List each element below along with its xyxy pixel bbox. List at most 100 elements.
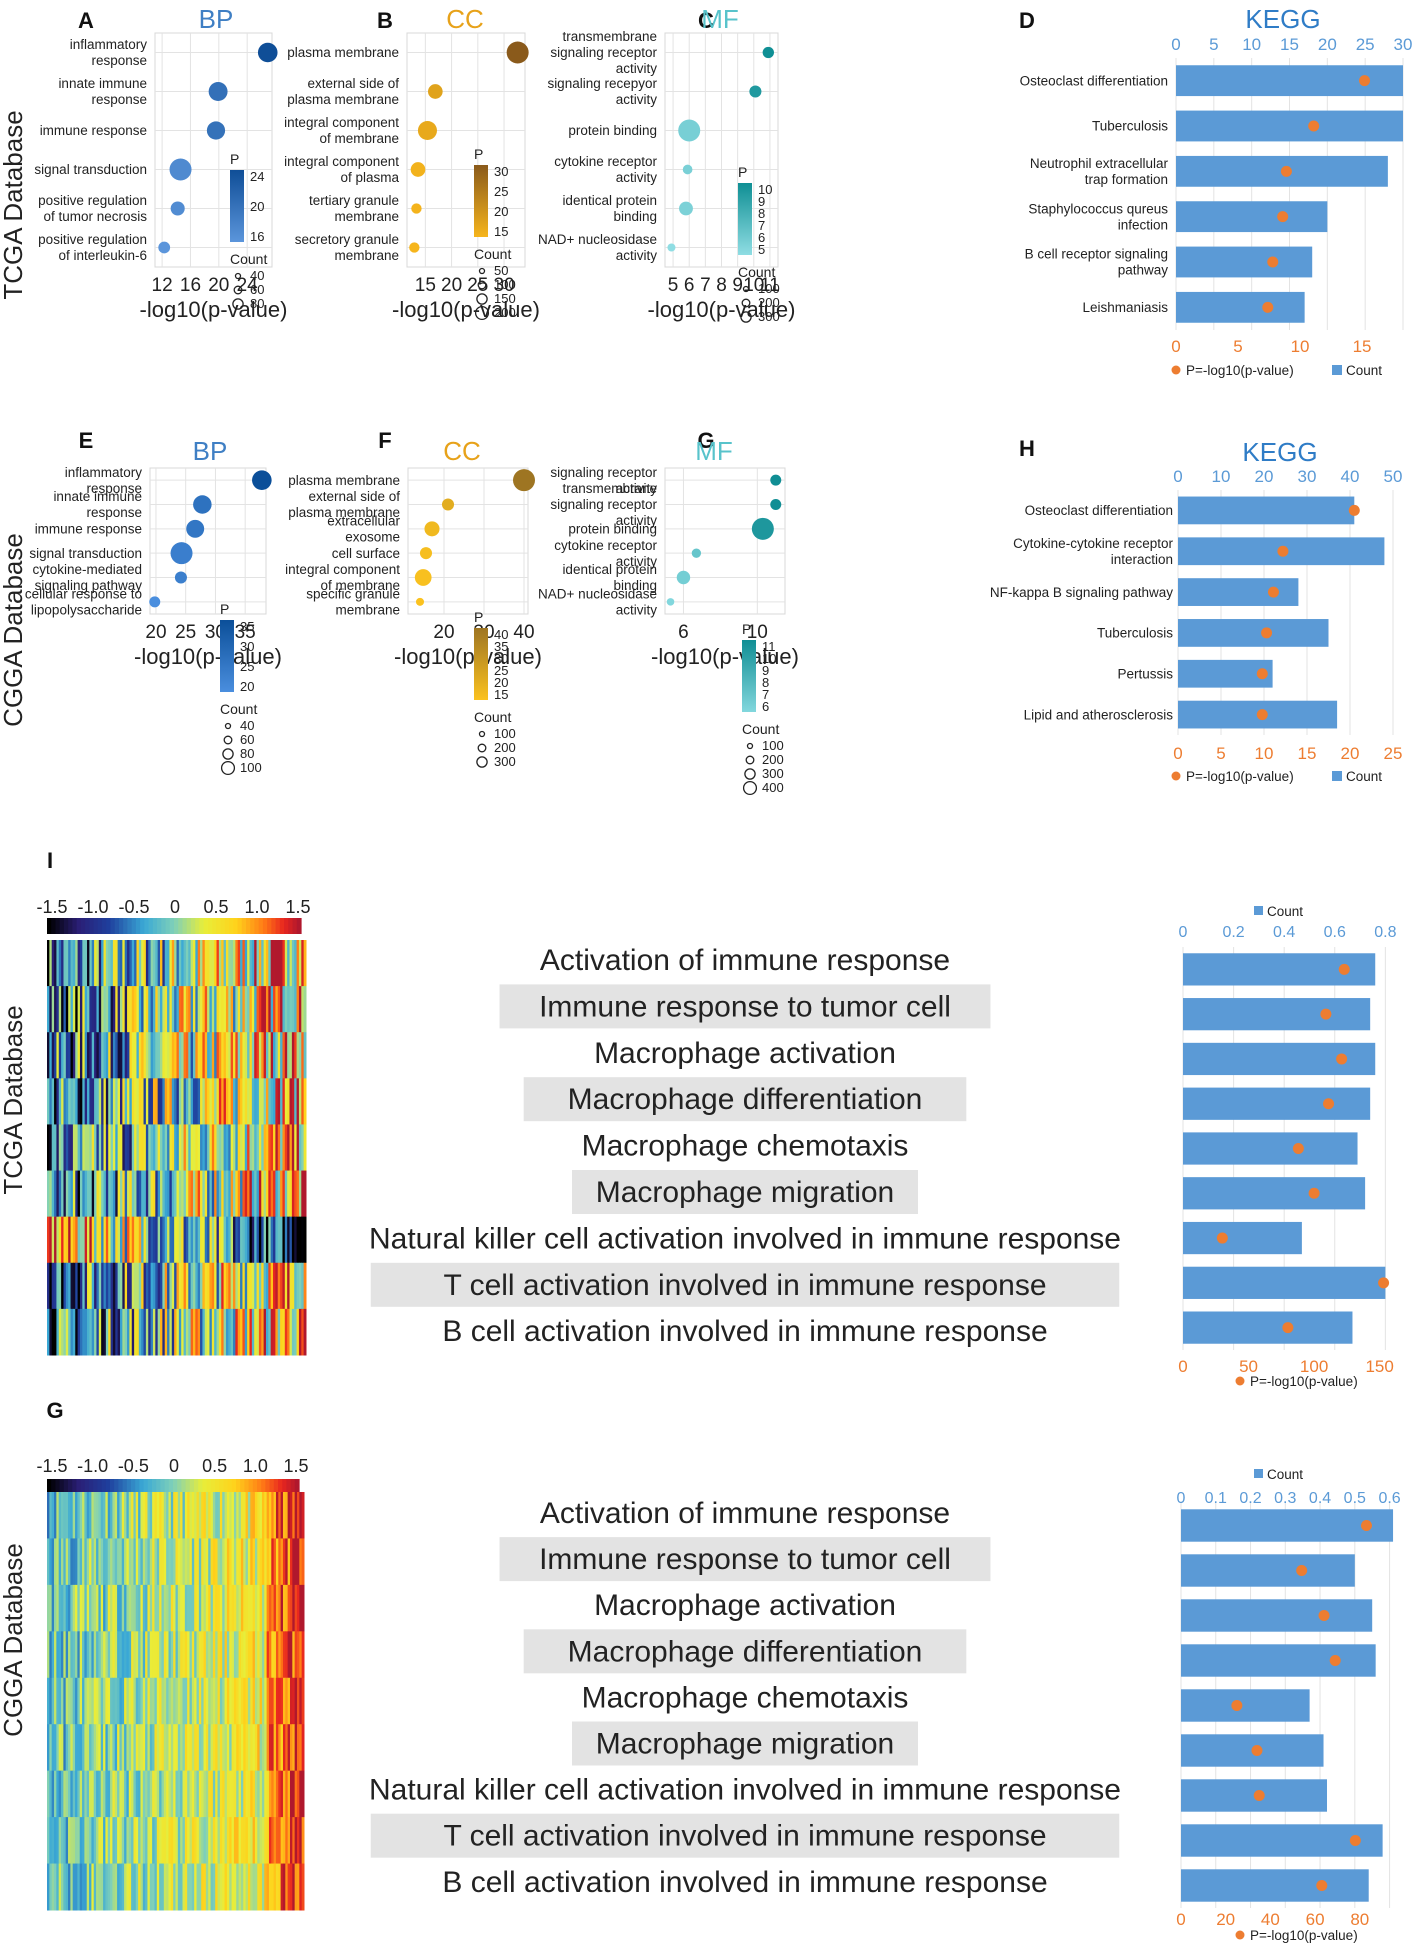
heatmap-cell bbox=[131, 1817, 134, 1865]
heatmap-cell bbox=[176, 1216, 180, 1264]
heatmap-cell bbox=[287, 1032, 291, 1079]
heatmap-cell bbox=[65, 1631, 69, 1679]
heatmap-cell bbox=[237, 1078, 241, 1125]
heatmap-cell bbox=[282, 1538, 286, 1586]
heatmap-cell bbox=[280, 1492, 284, 1539]
heatmap-cell bbox=[148, 1170, 152, 1218]
heatmap-cell bbox=[152, 1216, 156, 1264]
heatmap-cell bbox=[191, 1817, 195, 1865]
heatmap-cell bbox=[229, 1631, 233, 1679]
heatmap-cell bbox=[155, 1124, 159, 1172]
heatmap-cell bbox=[149, 1677, 153, 1725]
heatmap-cell bbox=[218, 986, 222, 1033]
heatmap-cell bbox=[275, 1170, 279, 1218]
heatmap-cell bbox=[147, 1584, 151, 1632]
heatmap-cell bbox=[224, 1631, 228, 1679]
heatmap-cell bbox=[210, 1863, 214, 1911]
heatmap-cell bbox=[126, 1677, 130, 1725]
heatmap-cell bbox=[84, 1262, 88, 1310]
color-legend-bar bbox=[738, 183, 752, 255]
heatmap-cell bbox=[122, 1032, 126, 1079]
heatmap-cell bbox=[117, 986, 121, 1033]
heatmap-cell bbox=[119, 1584, 123, 1632]
heatmap-cell bbox=[65, 940, 69, 987]
p-value-dot bbox=[1308, 120, 1320, 132]
heatmap-cell bbox=[244, 986, 248, 1033]
heatmap-cell bbox=[112, 1032, 116, 1079]
heatmap-cell bbox=[136, 986, 140, 1033]
heatmap-cell bbox=[176, 1308, 180, 1356]
heatmap-cell bbox=[259, 1863, 263, 1911]
heatmap-cell bbox=[238, 1677, 242, 1725]
heatmap-cell bbox=[277, 1078, 281, 1125]
size-legend-symbol bbox=[234, 272, 242, 280]
heatmap-cell bbox=[209, 1262, 213, 1310]
heatmap-cell bbox=[280, 1078, 283, 1125]
heatmap-cell bbox=[65, 986, 69, 1033]
heatmap-cell bbox=[93, 1770, 97, 1818]
heatmap-cell bbox=[167, 1124, 170, 1172]
heatmap-cell bbox=[191, 1631, 195, 1679]
heatmap-cell bbox=[264, 1631, 268, 1679]
heatmap-cell bbox=[61, 1262, 64, 1310]
data-point bbox=[506, 41, 529, 64]
heatmap-cell bbox=[222, 1770, 226, 1818]
heatmap-cell bbox=[164, 940, 168, 987]
heatmap-cell bbox=[121, 1817, 125, 1865]
heatmap-cell bbox=[124, 1216, 128, 1264]
heatmap-cell bbox=[100, 1770, 104, 1818]
heatmap-cell bbox=[236, 1631, 240, 1679]
heatmap-cell bbox=[152, 1817, 155, 1865]
colorbar-segment bbox=[262, 918, 268, 934]
p-value-dot bbox=[1329, 1655, 1341, 1666]
colorbar-segment bbox=[131, 918, 137, 934]
heatmap-cell bbox=[225, 1124, 229, 1172]
heatmap-cell bbox=[72, 1262, 76, 1310]
heatmap-cell bbox=[187, 1817, 191, 1865]
colorbar-segment bbox=[72, 918, 78, 934]
heatmap-cell bbox=[143, 1262, 147, 1310]
heatmap-cell bbox=[98, 1631, 102, 1679]
heatmap-cell bbox=[170, 1677, 174, 1725]
heatmap-cell bbox=[296, 1677, 300, 1725]
heatmap-cell bbox=[61, 1170, 64, 1218]
term-label: Natural killer cell activation involved … bbox=[369, 1774, 1121, 1807]
heatmap-cell bbox=[126, 1538, 130, 1586]
x-tick-label: 11 bbox=[760, 275, 780, 296]
heatmap-cell bbox=[231, 1724, 235, 1772]
heatmap-cell bbox=[68, 1124, 72, 1172]
p-value-dot bbox=[1216, 1232, 1228, 1244]
heatmap-cell bbox=[254, 1538, 258, 1586]
heatmap-cell bbox=[70, 1631, 74, 1679]
size-legend-tick: 300 bbox=[494, 754, 516, 769]
heatmap-cell bbox=[124, 986, 128, 1033]
heatmap-cell bbox=[171, 1216, 175, 1264]
heatmap-cell bbox=[303, 1308, 307, 1356]
size-legend-tick: 100 bbox=[494, 277, 516, 292]
heatmap-cell bbox=[70, 1262, 74, 1310]
heatmap-cell bbox=[115, 1078, 119, 1125]
heatmap-cell bbox=[77, 1584, 81, 1632]
heatmap-cell bbox=[236, 1677, 240, 1725]
heatmap-cell bbox=[128, 1584, 132, 1632]
heatmap-cell bbox=[257, 1631, 261, 1679]
heatmap-cell bbox=[219, 1492, 223, 1539]
heatmap-cell bbox=[54, 1170, 57, 1218]
color-legend-tick: 20 bbox=[240, 679, 254, 694]
heatmap-cell bbox=[205, 1770, 209, 1818]
heatmap-cell bbox=[65, 1216, 69, 1264]
heatmap-cell bbox=[280, 1538, 284, 1586]
heatmap-cell bbox=[160, 986, 163, 1033]
colorbar-segment bbox=[80, 1479, 86, 1495]
heatmap-cell bbox=[240, 1078, 243, 1125]
heatmap-cell bbox=[275, 1078, 279, 1125]
heatmap-cell bbox=[91, 1492, 95, 1539]
p-value-dot bbox=[1267, 256, 1279, 268]
legend-p-symbol bbox=[1235, 1930, 1245, 1940]
heatmap-cell bbox=[301, 1032, 305, 1079]
heatmap-cell bbox=[163, 1863, 167, 1911]
count-bar bbox=[1181, 1689, 1310, 1722]
heatmap-cell bbox=[75, 1032, 79, 1079]
heatmap-cell bbox=[119, 1078, 123, 1125]
heatmap-cell bbox=[89, 1770, 92, 1818]
